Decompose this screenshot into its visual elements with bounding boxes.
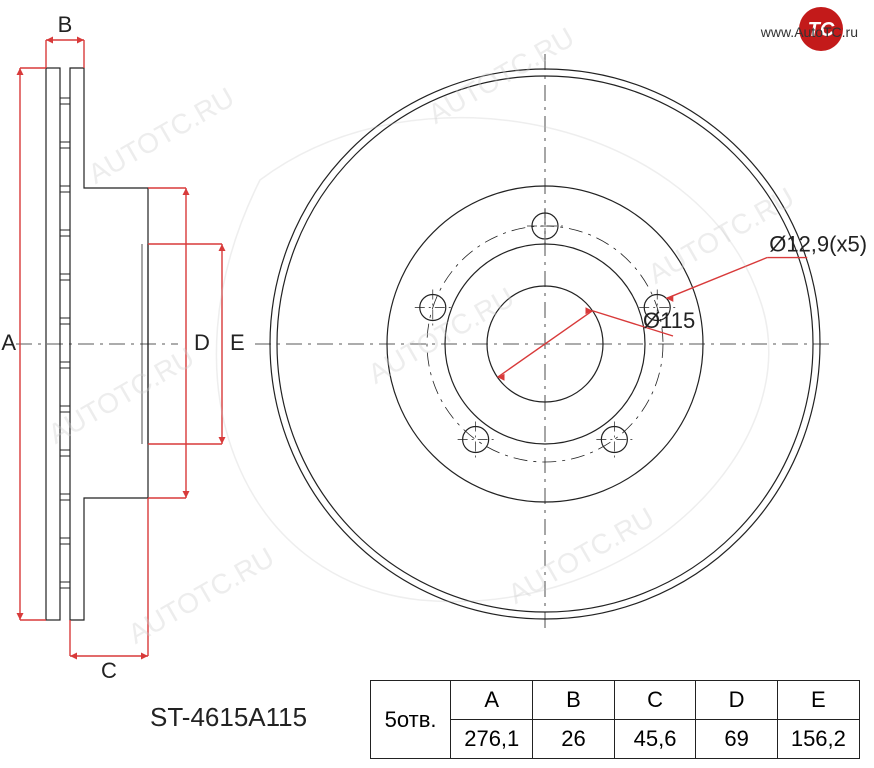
svg-text:E: E — [230, 330, 245, 355]
svg-text:A: A — [1, 330, 16, 355]
table-val-A: 276,1 — [451, 720, 533, 759]
table-val-D: 69 — [696, 720, 777, 759]
table-holes-cell: 5отв. — [371, 681, 451, 759]
table-val-E: 156,2 — [777, 720, 859, 759]
svg-text:D: D — [194, 330, 210, 355]
dimension-table: 5отв.ABCDE 276,12645,669156,2 — [370, 680, 860, 759]
svg-text:B: B — [58, 12, 73, 37]
table-col-C: C — [614, 681, 696, 720]
svg-text:Ø115: Ø115 — [643, 308, 695, 333]
technical-drawing: Ø12,9(x5)Ø115ADEBC — [0, 0, 874, 768]
svg-text:Ø12,9(x5): Ø12,9(x5) — [769, 232, 867, 257]
table-val-C: 45,6 — [614, 720, 696, 759]
table-col-A: A — [451, 681, 533, 720]
table-val-B: 26 — [533, 720, 614, 759]
table-col-E: E — [777, 681, 859, 720]
part-number: ST-4615A115 — [150, 702, 307, 733]
table-col-D: D — [696, 681, 777, 720]
table-col-B: B — [533, 681, 614, 720]
logo-url: www.AutoTC.ru — [761, 24, 858, 40]
svg-text:C: C — [101, 658, 117, 683]
